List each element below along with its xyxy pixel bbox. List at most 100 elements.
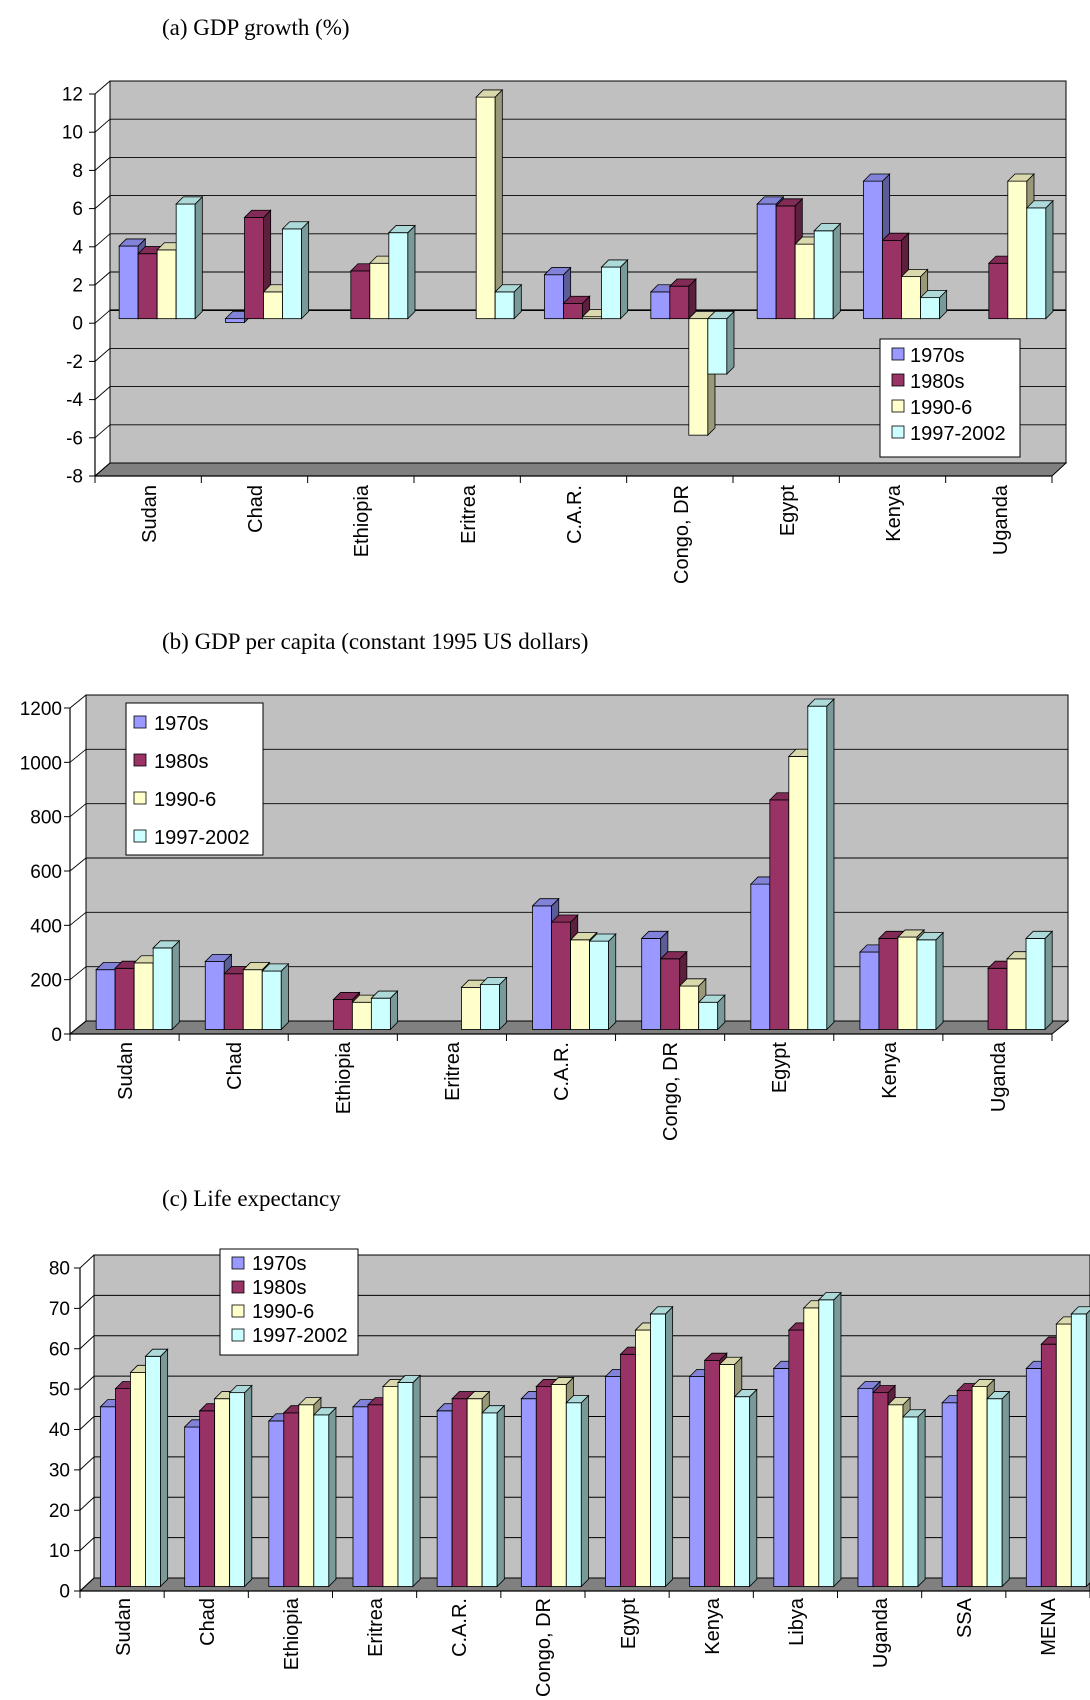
bar-top [494,284,523,293]
bar-front [367,1404,384,1587]
bar-front [773,1368,790,1587]
panel-b-title: (b) GDP per capita (constant 1995 US dol… [162,629,588,654]
bar-front [620,1353,636,1587]
bar-front [133,962,154,1030]
bar [397,1374,422,1588]
bar-front [698,1001,719,1030]
bar-side [608,933,617,1031]
bar-front [313,1414,330,1587]
bar-front [788,1329,805,1587]
bar-top [565,1395,590,1404]
y-tick-label: 70 [49,1299,70,1320]
gridline-side [94,195,111,209]
bar-side [826,698,835,1031]
bar-front [679,985,700,1030]
bar-front [480,984,500,1030]
bar-side [407,224,416,320]
bar-front [268,1420,285,1587]
bar-top [312,1407,337,1416]
bar-side [749,1388,758,1588]
panel-a-bars [118,88,1054,437]
y-tick-label: 4 [72,237,83,258]
legend-label: 1997-2002 [910,423,1006,445]
panel-b-bars [95,698,1054,1031]
bar-front [650,1313,666,1587]
bar-front [436,1410,453,1587]
bar-front [242,969,263,1030]
bar-front [352,1406,369,1587]
legend-label: 1990-6 [910,397,972,419]
x-category-label: MENA [1038,1597,1060,1655]
bar-top [872,1385,897,1394]
bar-side [1085,1309,1090,1588]
bar-front [229,1392,246,1587]
bar-front [351,1001,372,1030]
bar [387,224,416,320]
bar-side [499,976,508,1031]
bar-front [95,969,116,1030]
bar-front [118,245,139,320]
bar-front [788,756,809,1030]
bar-front [520,1398,537,1587]
panel-a-category-labels: Sudan Chad Ethiopia Eritrea C.A.R. Congo… [139,484,1012,584]
bar-top [297,1397,322,1406]
legend-swatch [891,347,905,361]
bar-front [794,243,815,320]
bar-front [263,291,283,320]
x-category-label: Chad [224,1042,246,1090]
bar-top [175,196,204,205]
bar-front [605,1376,621,1587]
y-tick-label: 800 [30,808,62,829]
bar-top [243,209,272,218]
panel-a-title: (a) GDP growth (%) [162,15,350,40]
bar-front [1070,1313,1087,1587]
x-category-label: Congo, DR [671,485,693,584]
legend-label: 1997-2002 [154,827,250,849]
bar-front [707,318,728,375]
bar-top [397,1375,422,1383]
bar-front [1007,180,1028,320]
bar [152,939,181,1031]
bar-front [750,883,771,1030]
bar-front [494,291,515,320]
bar-front [535,1386,552,1587]
bar-front [897,936,918,1030]
x-category-label: Ethiopia [281,1597,303,1670]
gridline-side [79,1335,95,1350]
bar-top [706,311,735,320]
x-category-label: Sudan [113,1598,135,1656]
bar-front [1026,207,1047,320]
legend-swatch [231,1256,245,1270]
x-category-label: Sudan [139,485,161,543]
bar-front [1025,1368,1042,1587]
bar-front [544,274,564,320]
gridline-side [69,911,87,926]
bar-top [569,932,598,941]
y-tick-label: 1000 [20,753,62,774]
bar-side [832,222,841,320]
bar-side [194,195,203,320]
bar [806,698,835,1031]
bar-front [332,999,353,1030]
bar-top [543,267,572,276]
bar-front [388,232,409,320]
y-tick-label: 400 [30,916,62,937]
bar-front [1055,1323,1072,1587]
gridline-side [69,694,87,709]
gridline-side [79,1416,95,1430]
bar-top [475,89,504,98]
y-tick-label: 200 [30,971,62,992]
gridline-side [94,271,111,286]
bar-front [466,1398,483,1587]
y-tick-label: 0 [59,1582,70,1603]
bar-front [225,318,245,323]
x-category-label: Chad [245,485,267,533]
gridline-side [69,966,87,981]
x-category-label: SSA [954,1597,976,1638]
bar [281,220,310,320]
bar-front [635,1329,651,1587]
bar-top [479,977,508,986]
bar-front [971,1386,988,1587]
bar-top [668,278,697,287]
